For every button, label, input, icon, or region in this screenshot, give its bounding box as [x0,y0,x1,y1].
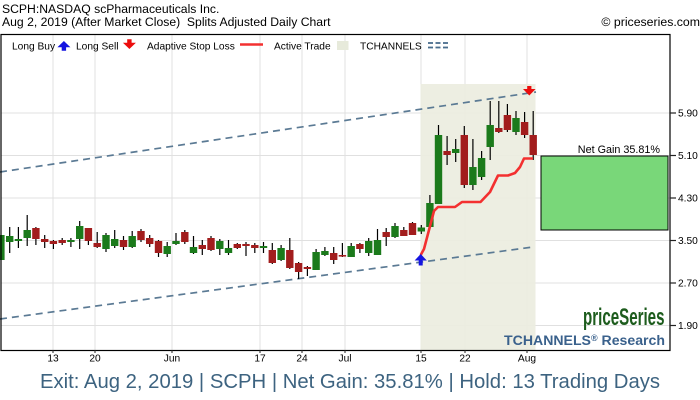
svg-text:Net Gain 35.81%: Net Gain 35.81% [578,144,661,156]
svg-text:1.90: 1.90 [678,321,698,332]
svg-text:4.30: 4.30 [678,194,698,205]
svg-text:Active Trade: Active Trade [274,42,331,53]
svg-text:22: 22 [459,354,471,365]
svg-text:Aug: Aug [518,354,536,365]
svg-text:2.70: 2.70 [678,279,698,290]
svg-text:TCHANNELS® Research: TCHANNELS® Research [504,332,665,348]
svg-text:Jul: Jul [338,354,351,365]
svg-text:20: 20 [89,354,101,365]
svg-text:24: 24 [296,354,308,365]
svg-text:5.10: 5.10 [678,151,698,162]
svg-text:Long Buy: Long Buy [12,42,56,53]
svg-text:17: 17 [254,354,266,365]
svg-text:Long Sell: Long Sell [76,42,118,53]
svg-text:TCHANNELS: TCHANNELS [360,42,422,53]
svg-text:13: 13 [47,354,59,365]
svg-text:15: 15 [415,354,427,365]
svg-text:Jun: Jun [164,354,180,365]
svg-text:Adaptive Stop Loss: Adaptive Stop Loss [147,42,235,53]
svg-text:3.50: 3.50 [678,236,698,247]
svg-text:priceSeries: priceSeries [583,305,664,331]
svg-text:5.90: 5.90 [678,109,698,120]
